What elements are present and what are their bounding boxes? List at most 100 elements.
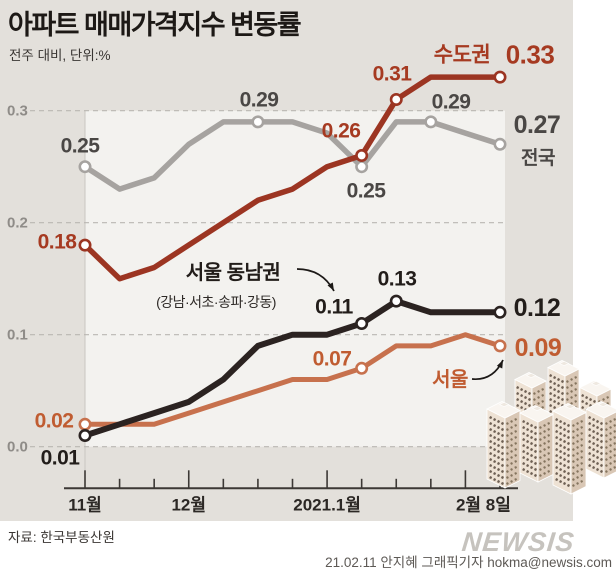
building-windows-row [572,467,585,475]
building-windows-row [539,421,552,429]
building-roof [585,401,616,419]
series-label-national: 전국 [521,147,555,169]
building-windows-row [586,415,604,426]
page-subtitle: 전주 대비, 단위:% [9,48,111,63]
building-windows-row [487,463,505,474]
value-label-metro: 0.31 [373,63,413,86]
newsis-watermark: NEWSIS [460,527,577,557]
building-windows-row [539,469,552,477]
building-windows-row [572,461,585,469]
series-line-seoul [82,332,503,427]
value-label-seoul_southeast: 0.11 [315,296,354,319]
building-windows-row [539,457,552,465]
building-windows-row [506,423,519,431]
value-label-national: 0.29 [240,89,279,112]
building-windows-row [487,415,505,426]
building-rooftop-box [525,372,537,379]
annotation-arrows [296,268,504,380]
building-windows-row [553,423,571,434]
building-windows-row [539,433,552,441]
value-label-seoul: 0.09 [515,334,562,362]
building-windows-row [487,445,505,456]
value-label-metro: 0.18 [38,231,78,254]
value-labels: 0.25 0.29 0.25 0.29 0.27 0.18 0.26 0.31 0.33 0.01… [35,39,562,469]
building-windows-row [487,451,505,462]
value-label-seoul: 0.02 [35,410,74,433]
data-point-marker-national [355,160,369,174]
data-point-marker-metro [355,149,369,163]
building-windows-row [520,461,538,472]
building-windows-row [506,447,519,455]
building-windows-row [533,399,545,407]
building-windows-row [506,435,519,443]
building-rooftop-box [498,401,510,408]
building-roof [552,403,587,421]
data-point-marker-seoul [355,361,369,375]
building-windows-row [572,437,585,445]
series-lines [82,74,503,439]
building-windows-row [520,419,538,430]
building-windows-row [566,387,578,395]
annotation-arrowhead [327,282,334,291]
data-point-marker-national [493,137,507,151]
building-windows-row [553,459,571,470]
value-label-seoul: 0.07 [313,348,352,371]
building-windows-row [553,453,571,464]
data-point-marker-metro [493,70,507,84]
building-windows-row [572,473,585,481]
annotation-arrowhead [496,360,503,369]
plot-area [85,110,505,447]
x-axis-label: 2021.1월 [293,495,361,514]
y-axis-label: 0.3 [7,103,28,120]
building-left-face [552,410,572,495]
x-axis: 11월 12월 2021.1월 2월 8일 [64,470,518,514]
value-label-seoul_southeast: 0.01 [41,447,81,470]
value-label-national: 0.25 [61,135,101,158]
data-point-marker-seoul [493,339,507,353]
building-windows-row [533,387,545,395]
building-roof [486,401,521,419]
building-windows-row [539,445,552,453]
building-windows-row [598,395,610,403]
building-roof [579,380,612,397]
building-windows-row [506,477,519,485]
building-windows-row [539,463,552,471]
data-point-marker-metro [389,93,403,107]
credit-line: 21.02.11 안지혜 그래픽기자 hokma@newsis.com [325,555,612,570]
building-windows-row [506,453,519,461]
building-windows-row [572,425,585,433]
data-point-marker-national [78,160,92,174]
value-label-national: 0.27 [514,111,561,139]
building-roof [519,405,554,423]
value-label-seoul_southeast: 0.13 [378,268,417,291]
building-roof [514,372,547,389]
building-windows-row [553,477,571,488]
building-windows-row [506,459,519,467]
building-windows-row [520,425,538,436]
building-windows-row [566,375,578,383]
building-windows-row [566,381,578,389]
building-windows-row [572,419,585,427]
building-windows-row [572,431,585,439]
data-point-markers [78,70,507,442]
building-right-face [537,413,554,483]
building-windows-row [506,441,519,449]
value-label-seoul_southeast: 0.12 [514,294,561,322]
building-windows-row [487,427,505,438]
building-windows-row [553,447,571,458]
apartment-buildings-illustration [486,360,616,495]
building-windows-row [586,421,604,432]
building-windows-row [506,471,519,479]
building-windows-row [487,439,505,450]
building-windows-row [487,433,505,444]
building-windows-row [520,437,538,448]
building-windows-row [586,445,604,456]
building-windows-row [553,429,571,440]
building-roof [547,360,580,377]
building-windows-row [586,427,604,438]
series-label-metro: 수도권 [434,44,490,67]
building-windows-row [586,463,604,474]
building-windows-row [586,451,604,462]
building-windows-row [506,465,519,473]
